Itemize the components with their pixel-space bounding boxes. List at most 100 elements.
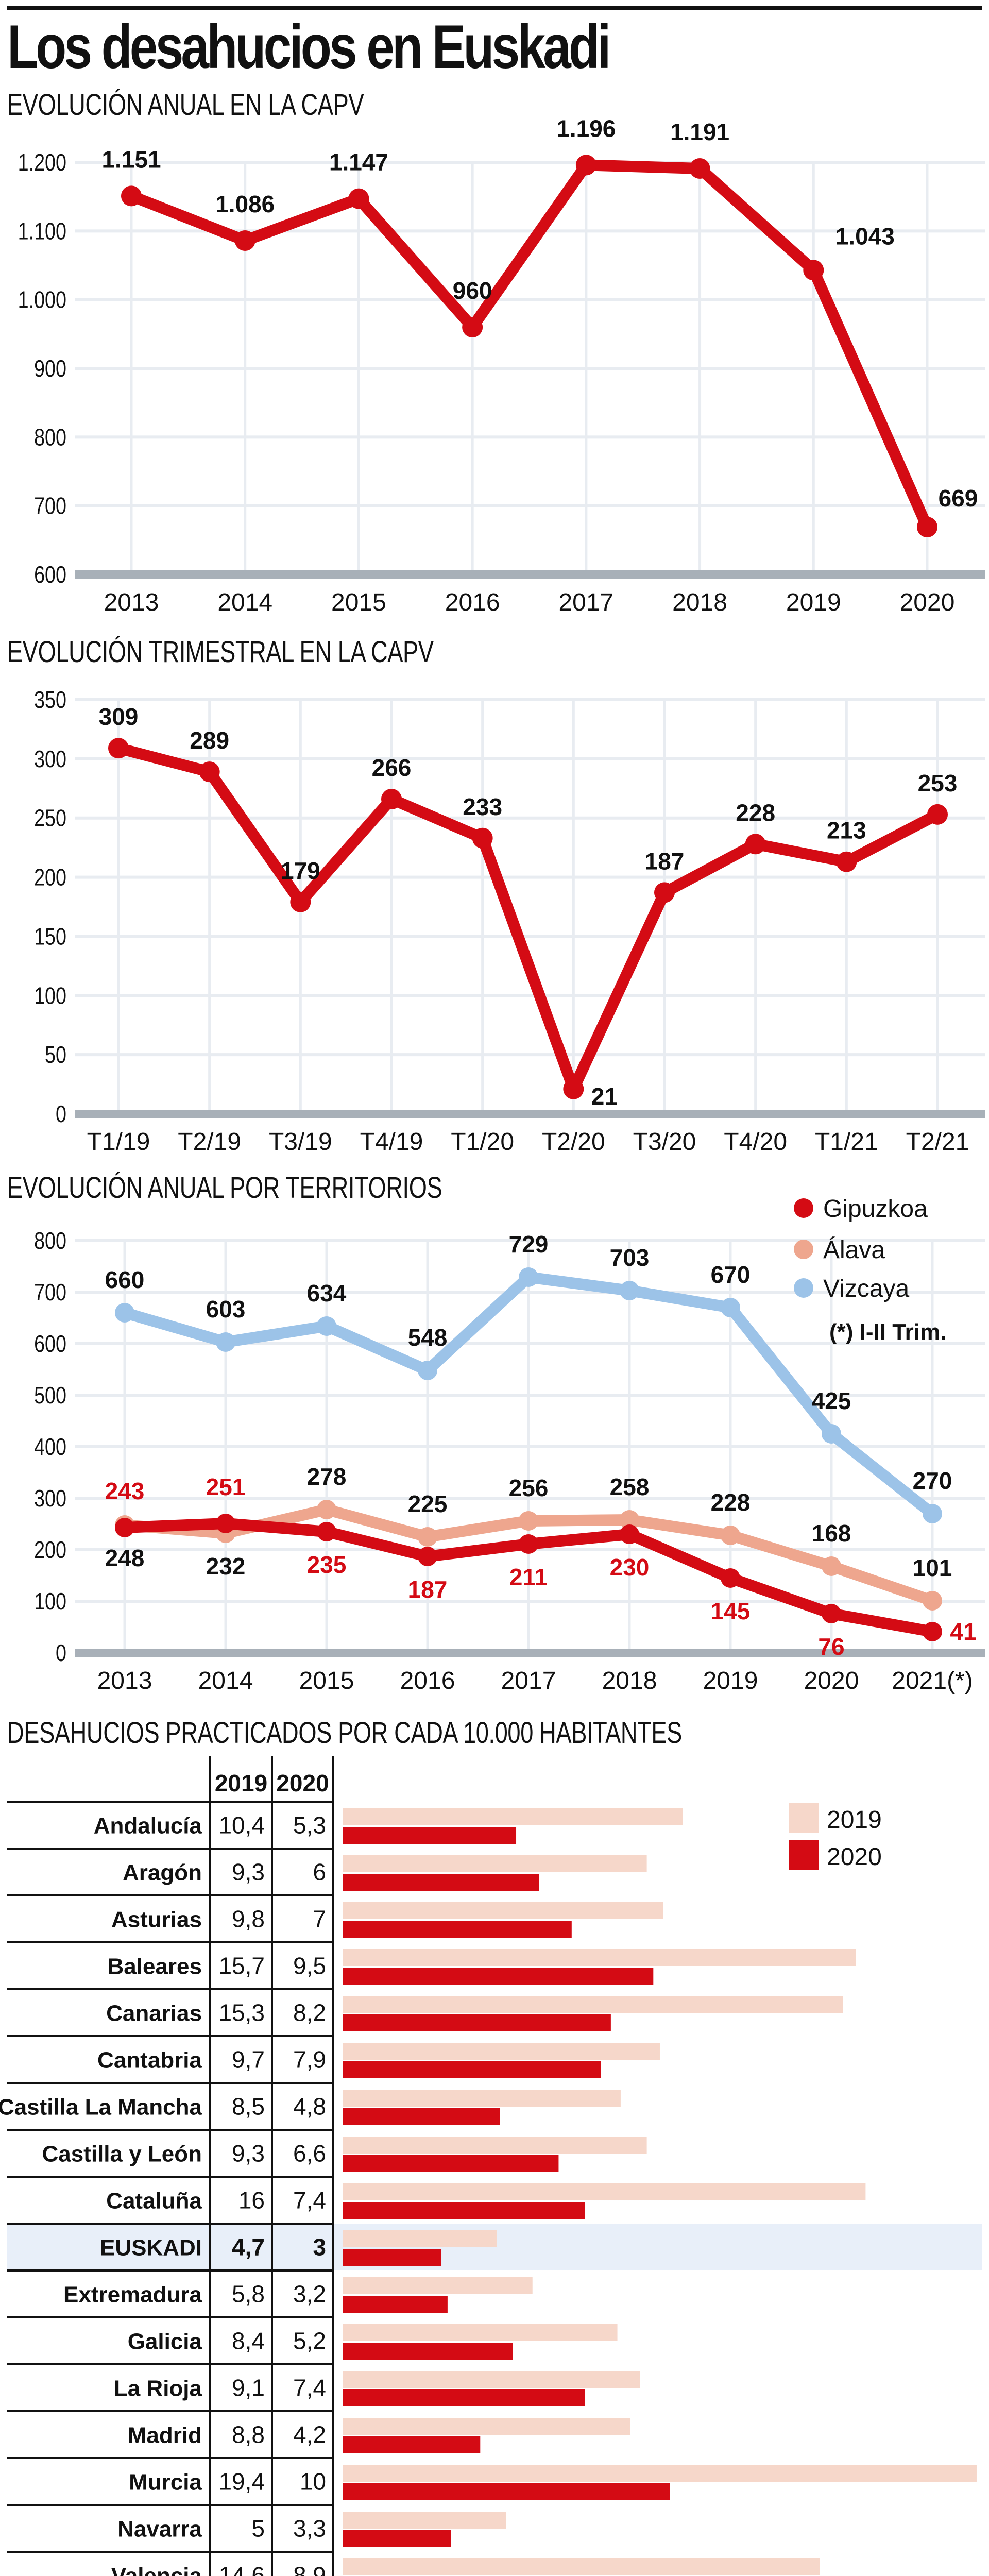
x-tick-label: 2017 (501, 1667, 556, 1694)
bar-2020 (343, 2436, 481, 2453)
data-label: 266 (372, 754, 412, 781)
capv-annual-point (121, 185, 142, 207)
vizcaya-point (115, 1303, 134, 1323)
vizcaya-point (216, 1332, 235, 1352)
x-tick-label: 2019 (786, 589, 841, 616)
region-name: Baleares (108, 1954, 202, 1979)
x-tick-label: 2015 (331, 589, 386, 616)
bar-2019 (343, 1949, 856, 1966)
value-2019: 5,8 (232, 2281, 265, 2308)
x-tick-label: T3/19 (269, 1128, 332, 1156)
gipuzkoa-point (519, 1534, 538, 1554)
bar-2020 (343, 2296, 448, 2313)
data-label: 233 (463, 793, 502, 820)
gipuzkoa-point (721, 1568, 740, 1588)
bar-2019 (343, 2137, 647, 2154)
y-tick-label: 600 (34, 561, 66, 587)
vizcaya-point (519, 1267, 538, 1287)
x-tick-label: T2/19 (178, 1128, 241, 1156)
bar-2020 (343, 2249, 441, 2266)
gipuzkoa-point (620, 1524, 639, 1544)
bar-2019 (343, 2512, 506, 2529)
alava-label: 256 (509, 1475, 549, 1501)
region-name: Canarias (106, 2001, 202, 2026)
vizcaya-point (418, 1361, 437, 1380)
value-2020: 6,6 (293, 2140, 326, 2167)
capv-quarterly-point (472, 827, 493, 849)
region-name: Cataluña (106, 2189, 202, 2214)
y-tick-label: 200 (34, 864, 66, 890)
legend-swatch-alava (794, 1240, 813, 1259)
bar-2019 (343, 2230, 497, 2247)
y-tick-label: 100 (34, 1588, 66, 1614)
data-label: 253 (918, 770, 958, 796)
page-title: Los desahucios en Euskadi (7, 12, 611, 81)
bar-2020 (343, 2061, 601, 2078)
chart-annual-capv: 600 700 800 900 1.000 1.100 1.200 2013 2014 2015 2… (18, 115, 985, 616)
bar-2020 (343, 2343, 513, 2360)
value-2019: 4,7 (232, 2234, 265, 2261)
legend-swatch-2020 (789, 1840, 819, 1870)
chart3-title: EVOLUCIÓN ANUAL POR TERRITORIOS (7, 1171, 442, 1205)
region-name: Cantabria (97, 2048, 202, 2073)
x-tick-label: T4/19 (360, 1128, 423, 1156)
alava-point (418, 1527, 437, 1547)
y-tick-label: 1.100 (18, 218, 66, 244)
data-label: 228 (736, 799, 775, 826)
bar-2019 (343, 2324, 618, 2341)
vizcaya-label: 660 (105, 1266, 145, 1293)
x-tick-label: T2/20 (542, 1128, 605, 1156)
y-tick-label: 700 (34, 1279, 66, 1305)
gipuzkoa-point (822, 1604, 841, 1623)
bar-2020 (343, 2389, 585, 2406)
region-name: Navarra (117, 2517, 202, 2542)
region-name: Murcia (129, 2470, 202, 2495)
x-tick-label: 2015 (299, 1667, 354, 1694)
gipuzkoa-label: 41 (950, 1618, 976, 1645)
x-axis-line (75, 1110, 985, 1118)
alava-label: 101 (913, 1554, 952, 1581)
data-label: 1.043 (835, 223, 895, 249)
gipuzkoa-label: 230 (610, 1554, 650, 1581)
bar-2019 (343, 2277, 533, 2294)
y-tick-label: 500 (34, 1382, 66, 1408)
vizcaya-label: 729 (509, 1231, 549, 1258)
alava-label: 278 (307, 1463, 347, 1490)
y-tick-label: 0 (56, 1639, 66, 1666)
bar-2020 (343, 1968, 654, 1985)
alava-point (721, 1526, 740, 1545)
capv-quarterly-point (108, 738, 129, 759)
capv-quarterly-point (290, 891, 311, 912)
gipuzkoa-label: 145 (711, 1598, 751, 1624)
gipuzkoa-point (418, 1547, 437, 1566)
alava-point (317, 1500, 336, 1519)
y-tick-label: 250 (34, 805, 66, 831)
legend-swatch-gipuzkoa (794, 1198, 813, 1218)
value-2019: 9,3 (232, 1859, 265, 1886)
y-tick-label: 150 (34, 923, 66, 950)
capv-annual-point (689, 158, 710, 179)
vizcaya-label: 703 (610, 1244, 650, 1271)
value-2020: 3,2 (293, 2281, 326, 2308)
vizcaya-label: 670 (711, 1261, 751, 1288)
x-tick-label: 2019 (703, 1667, 758, 1694)
chart2-title: EVOLUCIÓN TRIMESTRAL EN LA CAPV (7, 635, 434, 669)
bar-2019 (343, 1996, 843, 2013)
alava-point (519, 1511, 538, 1531)
data-label: 21 (591, 1083, 618, 1110)
vizcaya-label: 425 (812, 1387, 851, 1414)
capv-quarterly-point (654, 882, 675, 903)
gipuzkoa-label: 243 (105, 1478, 145, 1504)
vizcaya-label: 548 (408, 1324, 448, 1351)
data-label: 1.147 (329, 149, 388, 176)
value-2019: 15,7 (218, 1953, 265, 1979)
data-label: 187 (645, 848, 685, 874)
x-tick-label: 2013 (97, 1667, 152, 1694)
alava-label: 248 (105, 1545, 145, 1571)
region-name: Andalucía (94, 1814, 202, 1839)
region-name: Castilla La Mancha (0, 2095, 202, 2120)
x-tick-label: 2020 (804, 1667, 859, 1694)
data-label: 179 (281, 857, 320, 884)
capv-quarterly-point (563, 1078, 584, 1099)
